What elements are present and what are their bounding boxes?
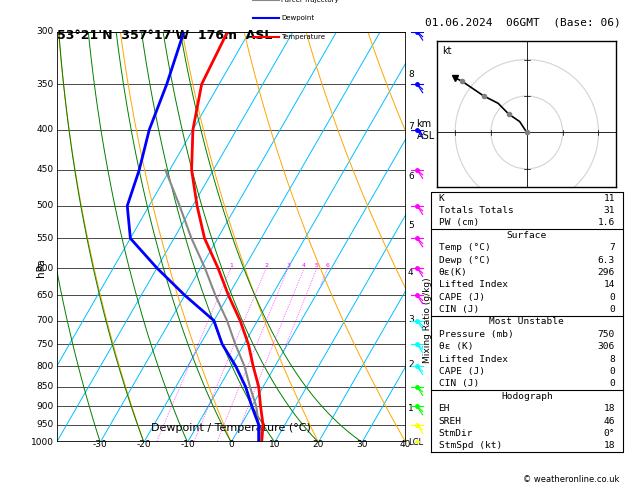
Text: 350: 350: [36, 80, 53, 88]
Text: 1: 1: [408, 404, 414, 414]
Text: 750: 750: [36, 340, 53, 348]
Text: Dewp (°C): Dewp (°C): [438, 256, 490, 264]
Text: 01.06.2024  06GMT  (Base: 06): 01.06.2024 06GMT (Base: 06): [425, 17, 620, 27]
Text: 3: 3: [286, 263, 290, 268]
Text: 18: 18: [604, 441, 615, 451]
Text: CAPE (J): CAPE (J): [438, 367, 484, 376]
Text: 8: 8: [610, 355, 615, 364]
Text: 5: 5: [315, 263, 319, 268]
Text: 30: 30: [356, 440, 368, 449]
Text: 1000: 1000: [31, 438, 53, 447]
Text: LCL: LCL: [408, 438, 423, 447]
Text: km
ASL: km ASL: [416, 119, 435, 140]
Text: 0: 0: [610, 380, 615, 388]
Text: 5: 5: [408, 221, 414, 229]
Text: SREH: SREH: [438, 417, 462, 426]
Text: 7: 7: [610, 243, 615, 252]
Text: 6: 6: [408, 172, 414, 181]
Text: Pressure (mb): Pressure (mb): [438, 330, 513, 339]
Text: 300: 300: [36, 27, 53, 36]
Text: 46: 46: [604, 417, 615, 426]
Text: 8: 8: [408, 70, 414, 79]
Text: kt: kt: [443, 46, 452, 56]
Text: Dewpoint / Temperature (°C): Dewpoint / Temperature (°C): [151, 423, 311, 434]
Text: StmSpd (kt): StmSpd (kt): [438, 441, 502, 451]
Text: Lifted Index: Lifted Index: [438, 280, 508, 289]
Text: StmDir: StmDir: [438, 429, 473, 438]
Text: -10: -10: [180, 440, 195, 449]
Text: Surface: Surface: [507, 231, 547, 240]
Text: 450: 450: [36, 165, 53, 174]
Text: 650: 650: [36, 291, 53, 300]
Text: © weatheronline.co.uk: © weatheronline.co.uk: [523, 474, 620, 484]
Text: 750: 750: [598, 330, 615, 339]
Text: 600: 600: [36, 263, 53, 273]
Text: 11: 11: [604, 193, 615, 203]
Text: 550: 550: [36, 234, 53, 243]
Text: 0: 0: [610, 293, 615, 302]
Text: 500: 500: [36, 201, 53, 210]
Text: 1: 1: [229, 263, 233, 268]
Text: -20: -20: [136, 440, 151, 449]
Text: 53°21'N  357°17'W  176m  ASL: 53°21'N 357°17'W 176m ASL: [57, 29, 272, 42]
Text: 18: 18: [604, 404, 615, 413]
Text: 3: 3: [408, 314, 414, 324]
Text: 0: 0: [228, 440, 234, 449]
Text: Lifted Index: Lifted Index: [438, 355, 508, 364]
Text: 40: 40: [400, 440, 411, 449]
Text: 0°: 0°: [604, 429, 615, 438]
Text: 950: 950: [36, 420, 53, 429]
Text: 850: 850: [36, 382, 53, 391]
Text: θε (K): θε (K): [438, 342, 473, 351]
Text: CIN (J): CIN (J): [438, 305, 479, 314]
Text: 4: 4: [408, 268, 413, 277]
Text: 20: 20: [313, 440, 324, 449]
Text: 14: 14: [604, 280, 615, 289]
Text: 400: 400: [36, 125, 53, 134]
Text: Temperature: Temperature: [281, 34, 325, 40]
Text: Dewpoint: Dewpoint: [281, 16, 314, 21]
Text: CIN (J): CIN (J): [438, 380, 479, 388]
Text: Temp (°C): Temp (°C): [438, 243, 490, 252]
Text: hPa: hPa: [36, 259, 47, 278]
Text: 0: 0: [610, 367, 615, 376]
Text: Mixing Ratio (g/kg): Mixing Ratio (g/kg): [423, 278, 432, 364]
Text: EH: EH: [438, 404, 450, 413]
Text: Most Unstable: Most Unstable: [489, 317, 564, 327]
Text: 2: 2: [264, 263, 268, 268]
Text: 1.6: 1.6: [598, 218, 615, 227]
Text: PW (cm): PW (cm): [438, 218, 479, 227]
Text: 2: 2: [408, 360, 413, 368]
Text: 800: 800: [36, 362, 53, 371]
Text: 0: 0: [610, 305, 615, 314]
Text: 7: 7: [408, 122, 414, 131]
Text: 31: 31: [604, 206, 615, 215]
Text: θε(K): θε(K): [438, 268, 467, 277]
Text: K: K: [438, 193, 444, 203]
Text: 900: 900: [36, 402, 53, 411]
Text: 10: 10: [269, 440, 281, 449]
Text: Parcel Trajectory: Parcel Trajectory: [281, 0, 339, 3]
Text: Totals Totals: Totals Totals: [438, 206, 513, 215]
Text: -30: -30: [93, 440, 108, 449]
Text: 296: 296: [598, 268, 615, 277]
Text: 6.3: 6.3: [598, 256, 615, 264]
Text: 4: 4: [302, 263, 306, 268]
Text: 6: 6: [326, 263, 330, 268]
Text: CAPE (J): CAPE (J): [438, 293, 484, 302]
Text: 306: 306: [598, 342, 615, 351]
Text: Hodograph: Hodograph: [501, 392, 553, 401]
Text: 700: 700: [36, 316, 53, 325]
